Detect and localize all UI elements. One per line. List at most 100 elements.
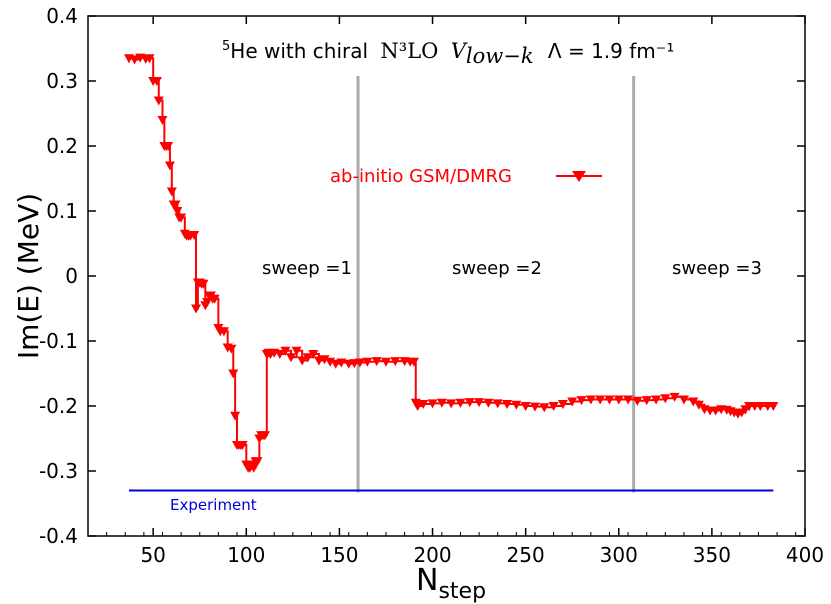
x-tick-label: 100 (227, 543, 265, 567)
data-point (585, 395, 596, 405)
x-tick-label: 350 (693, 543, 731, 567)
data-point (455, 398, 466, 408)
x-tick-label: 200 (413, 543, 451, 567)
data-point (529, 402, 540, 412)
data-point (474, 398, 485, 408)
data-point (176, 213, 187, 223)
x-tick-label: 50 (140, 543, 165, 567)
data-point (319, 355, 330, 365)
data-point (226, 344, 237, 354)
data-point (557, 400, 568, 410)
data-point (604, 395, 615, 405)
data-point (623, 395, 634, 405)
data-point (362, 357, 373, 367)
data-point (408, 357, 419, 367)
data-point (164, 161, 175, 171)
y-tick-label: 0.1 (46, 199, 78, 223)
title-potential-subscript: low−k (466, 44, 534, 68)
data-point (688, 397, 699, 407)
data-point (191, 304, 202, 314)
title-prefix: He with chiral (230, 39, 368, 63)
data-point (669, 392, 680, 402)
y-tick-label: 0 (65, 264, 78, 288)
y-tick-label: -0.4 (39, 524, 78, 548)
x-tick-label: 250 (507, 543, 545, 567)
sweep-1-label: sweep =1 (262, 258, 352, 279)
data-point (274, 350, 285, 359)
data-point (390, 357, 401, 367)
data-point (412, 402, 423, 411)
title-cutoff: Λ = 1.9 fm⁻¹ (548, 39, 674, 63)
y-tick-label: 0.2 (46, 134, 78, 158)
x-tick-label: 400 (786, 543, 824, 567)
data-point (710, 406, 721, 416)
data-point (248, 463, 259, 473)
data-point (313, 356, 324, 366)
data-point (202, 298, 213, 307)
data-point (166, 187, 177, 197)
axis-tick-labels: 50 100 150 200 250 300 350 400 0.4 0.3 0.2 0.1 0 -0.1… (39, 4, 824, 567)
data-point (418, 400, 429, 410)
y-tick-label: -0.2 (39, 394, 78, 418)
title-superscript: 5 (222, 39, 230, 54)
data-point (209, 294, 220, 304)
data-point (151, 77, 162, 86)
x-axis-title: Nstep (416, 563, 486, 604)
data-point (198, 279, 209, 289)
data-point (371, 357, 382, 367)
data-point (651, 395, 662, 405)
data-point (595, 395, 606, 405)
gsm-dmrg-series (123, 53, 779, 473)
chart-title: 5He with chiral N³LO Vlow−k Λ = 1.9 fm⁻¹ (222, 39, 674, 68)
x-axis-title-main: N (416, 563, 438, 598)
data-point (189, 231, 200, 241)
data-point (228, 369, 239, 379)
data-point (511, 400, 522, 410)
x-tick-label: 150 (320, 543, 358, 567)
title-potential: V (451, 39, 468, 63)
data-point (436, 398, 447, 408)
data-point (464, 398, 475, 408)
data-point (170, 200, 181, 210)
x-tick-label: 300 (600, 543, 638, 567)
data-point (163, 142, 174, 151)
sweep-3-label: sweep =3 (672, 258, 762, 279)
data-point (576, 396, 587, 406)
y-tick-label: -0.3 (39, 459, 78, 483)
data-point (172, 207, 183, 216)
legend-marker (572, 171, 586, 182)
data-point (502, 400, 513, 410)
data-point (380, 357, 391, 367)
data-point (252, 457, 263, 467)
data-point (693, 400, 704, 410)
data-point (129, 55, 140, 65)
sweep-boundaries (356, 76, 636, 493)
data-point (237, 441, 248, 450)
y-tick-label: 0.4 (46, 4, 78, 28)
experiment-label: Experiment (170, 496, 257, 514)
y-tick-label: 0.3 (46, 69, 78, 93)
data-point (153, 96, 164, 106)
axis-ticks (88, 15, 806, 537)
data-point (427, 399, 438, 409)
data-point (259, 431, 270, 441)
data-point (230, 411, 241, 421)
data-point (660, 394, 671, 404)
data-point (157, 116, 168, 125)
data-point (280, 346, 291, 356)
data-point (632, 396, 643, 406)
data-point (768, 402, 779, 411)
data-point (678, 395, 689, 405)
x-axis-title-subscript: step (438, 579, 486, 604)
data-point (567, 397, 578, 407)
data-point (336, 358, 347, 368)
data-point (285, 353, 296, 363)
legend-label: ab-initio GSM/DMRG (330, 166, 512, 187)
y-tick-label: -0.1 (39, 329, 78, 353)
data-point (520, 402, 531, 411)
data-point (330, 359, 341, 369)
data-point (755, 402, 766, 411)
data-point (548, 402, 559, 411)
data-point (492, 399, 503, 409)
